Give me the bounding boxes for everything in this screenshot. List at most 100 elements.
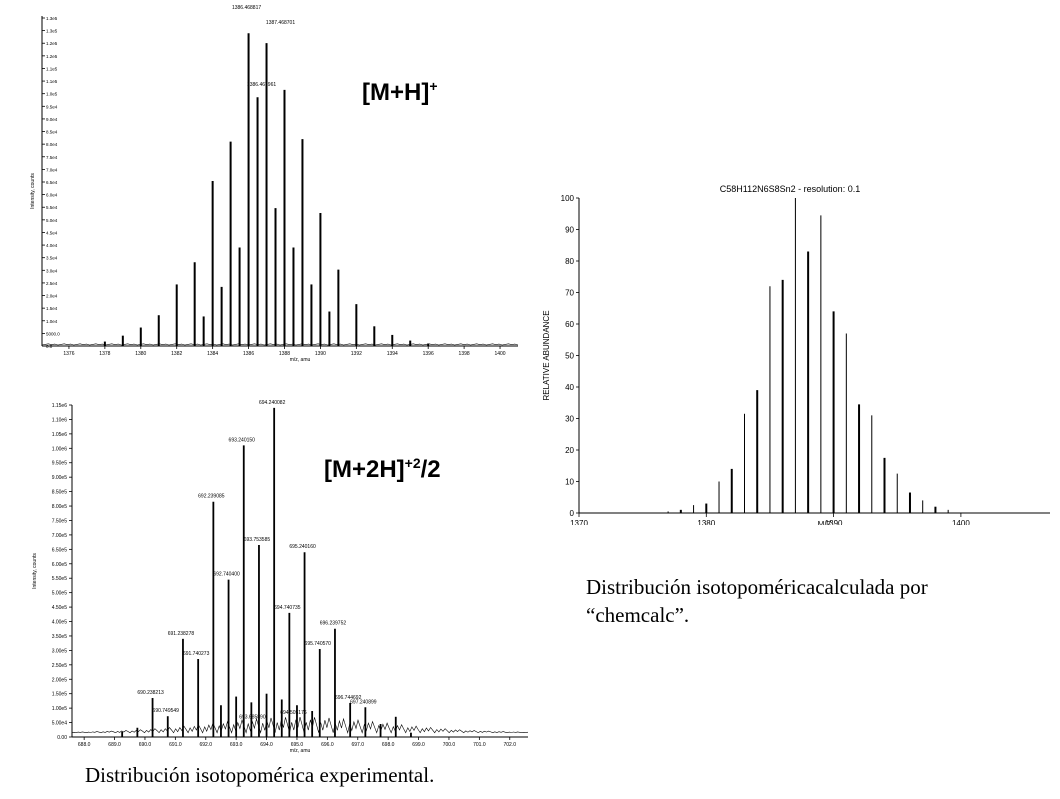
x-tick-label: 1396 — [423, 351, 434, 357]
y-tick-label: 3.00e5 — [52, 648, 68, 654]
x-tick-label: 690.0 — [139, 742, 152, 748]
x-tick-label: 692.0 — [200, 742, 213, 748]
y-axis-label: Intensity, counts — [30, 173, 36, 209]
y-tick-label: 1.0e5 — [46, 92, 58, 97]
caption-calculated-line2: “chemcalc”. — [586, 603, 690, 627]
y-tick-label: 4.00e5 — [52, 620, 68, 626]
y-tick-label: 3.0e4 — [46, 268, 58, 273]
y-tick-label: 1.3e5 — [46, 29, 58, 34]
y-tick-label: 5.50e5 — [52, 576, 68, 582]
baseline — [71, 717, 529, 734]
ion-label-m2h: [M+2H]+2/2 — [324, 455, 441, 483]
y-tick-label: 5.00e5 — [52, 591, 68, 597]
y-tick-label: 6.50e5 — [52, 547, 68, 553]
y-tick-label: 7.00e5 — [52, 533, 68, 539]
x-tick-label: 1398 — [459, 351, 470, 357]
peak-label: 695.240160 — [289, 544, 316, 550]
y-tick-label: 0 — [570, 509, 575, 518]
y-tick-label: 1.1e5 — [46, 66, 58, 71]
y-tick-label: 0.0 — [46, 344, 53, 349]
x-tick-label: 697.0 — [352, 742, 365, 748]
y-tick-label: 5.00e4 — [52, 721, 68, 727]
y-tick-label: 3.5e4 — [46, 256, 58, 261]
x-tick-label: 1380 — [697, 519, 715, 525]
x-tick-label: 700.0 — [443, 742, 456, 748]
y-tick-label: 1.05e6 — [52, 432, 68, 438]
x-tick-label: 1400 — [952, 519, 970, 525]
y-tick-label: 0.00 — [57, 735, 67, 741]
peak-label: 697.240899 — [350, 699, 377, 705]
y-tick-label: 7.5e4 — [46, 155, 58, 160]
peak-label: 692.239085 — [198, 494, 225, 500]
peak-label: 1386.467961 — [247, 82, 276, 88]
peak-label: 695.740570 — [305, 641, 332, 647]
y-tick-label: 4.5e4 — [46, 230, 58, 235]
x-tick-label: 1390 — [825, 519, 843, 525]
x-tick-label: 693.0 — [230, 742, 243, 748]
y-tick-label: 1.15e6 — [52, 403, 68, 409]
y-axis-label: Intensity, counts — [32, 553, 38, 589]
y-tick-label: 6.0e4 — [46, 193, 58, 198]
peak-label: 693.240150 — [229, 437, 256, 443]
y-tick-label: 5000.0 — [46, 331, 60, 336]
x-tick-label: 1390 — [315, 351, 326, 357]
y-tick-label: 90 — [565, 226, 574, 235]
x-tick-label: 699.0 — [412, 742, 425, 748]
y-tick-label: 6.5e4 — [46, 180, 58, 185]
x-tick-label: 696.0 — [321, 742, 334, 748]
y-tick-label: 80 — [565, 257, 574, 266]
peak-label: 693.753585 — [244, 537, 271, 543]
y-tick-label: 1.1e5 — [46, 79, 58, 84]
x-tick-label: 689.0 — [108, 742, 121, 748]
peak-label: 694.505176 — [280, 710, 307, 716]
y-tick-label: 4.0e4 — [46, 243, 58, 248]
chart-m2h: 1.15e6 1.10e6 1.05e6 1.00e6 9.50e5 9.00e5 8.50… — [32, 400, 529, 754]
peak-label: 696.744692 — [335, 695, 362, 701]
caption-calculated-line1: Distribución isotopoméricacalculada por — [586, 575, 928, 599]
x-tick-label: 1370 — [570, 519, 588, 525]
x-tick-label: 688.0 — [78, 742, 91, 748]
x-axis-label: m/z, amu — [290, 357, 311, 363]
y-tick-label: 7.50e5 — [52, 518, 68, 524]
peak-label: 691.238278 — [168, 631, 195, 637]
y-tick-label: 60 — [565, 320, 574, 329]
y-tick-label: 1.50e5 — [52, 692, 68, 698]
y-tick-label: 2.50e5 — [52, 663, 68, 669]
x-tick-label: 694.0 — [260, 742, 273, 748]
y-tick-label: 5.0e4 — [46, 218, 58, 223]
peak-label: 1387.468701 — [266, 20, 295, 26]
y-tick-label: 1.5e4 — [46, 306, 58, 311]
x-tick-label: 702.0 — [504, 742, 517, 748]
y-tick-label: 9.5e4 — [46, 104, 58, 109]
peak-label: 690.749549 — [153, 708, 180, 714]
y-tick-label: 2.5e4 — [46, 281, 58, 286]
caption-experimental: Distribución isotopomérica experimental. — [85, 763, 435, 787]
peak-label: 1386.468817 — [232, 5, 261, 11]
y-tick-label: 1.0e4 — [46, 319, 58, 324]
x-tick-label: 1384 — [207, 351, 218, 357]
x-axis-label: m/z, amu — [290, 748, 311, 754]
peak-label: 692.740400 — [213, 572, 240, 578]
ion-label-mh: [M+H]+ — [362, 78, 438, 106]
y-tick-label: 3.50e5 — [52, 634, 68, 640]
y-tick-label: 1.00e6 — [52, 446, 68, 452]
y-tick-label: 5.5e4 — [46, 205, 58, 210]
y-tick-label: 8.50e5 — [52, 490, 68, 496]
peak-label: 694.240082 — [259, 400, 286, 406]
x-axis-label: M/Z — [818, 520, 832, 525]
y-tick-label: 8.5e4 — [46, 130, 58, 135]
x-tick-label: 701.0 — [473, 742, 486, 748]
chart-mh: 1.3e5 1.3e5 1.2e5 1.2e5 1.1e5 1.1e5 1.0e5 9.5e4… — [30, 5, 519, 363]
y-tick-label: 9.00e5 — [52, 475, 68, 481]
y-tick-label: 6.00e5 — [52, 562, 68, 568]
baseline — [41, 343, 519, 346]
y-tick-label: 9.0e4 — [46, 117, 58, 122]
chart-title: C58H112N6S8Sn2 - resolution: 0.1 — [720, 184, 860, 194]
y-tick-label: 40 — [565, 383, 574, 392]
y-tick-label: 8.0e4 — [46, 142, 58, 147]
peak-label: 694.740735 — [274, 605, 301, 611]
peak-label: 696.239752 — [320, 621, 347, 627]
y-tick-label: 4.50e5 — [52, 605, 68, 611]
x-tick-label: 698.0 — [382, 742, 395, 748]
y-tick-label: 1.10e6 — [52, 417, 68, 423]
